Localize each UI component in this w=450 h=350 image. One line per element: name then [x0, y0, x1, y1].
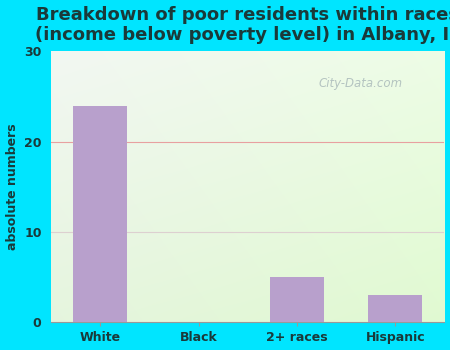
Bar	[270, 277, 324, 322]
Title: Breakdown of poor residents within races
(income below poverty level) in Albany,: Breakdown of poor residents within races…	[35, 6, 450, 44]
Y-axis label: absolute numbers: absolute numbers	[5, 124, 18, 250]
Bar	[73, 106, 127, 322]
Bar	[368, 295, 423, 322]
Text: City-Data.com: City-Data.com	[319, 77, 403, 91]
